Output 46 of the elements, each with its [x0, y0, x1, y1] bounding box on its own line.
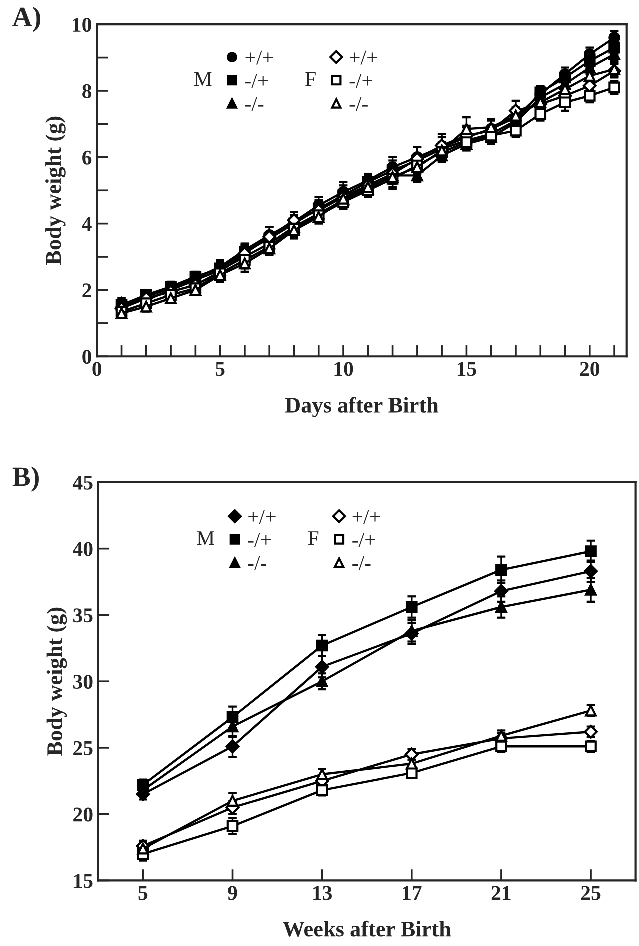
annotation: F: [306, 72, 316, 86]
y-tick-label: 25: [74, 741, 93, 756]
legend-label: -/-: [246, 97, 264, 112]
y-tick-label: 0: [82, 350, 92, 364]
x-tick-label: 5: [216, 362, 225, 376]
chart-title: B): [12, 466, 39, 492]
x-tick-label: 13: [314, 886, 332, 900]
legend-label: -/+: [246, 74, 268, 88]
x-tick-label: 17: [403, 886, 422, 900]
x-tick-label: 9: [228, 886, 238, 900]
chart-title: A): [12, 6, 40, 32]
y-tick-label: 2: [82, 284, 92, 298]
y-tick-label: 8: [82, 84, 92, 98]
x-tick-label: 0: [92, 362, 102, 376]
y-tick-label: 45: [73, 476, 93, 490]
y-tick-label: 20: [74, 808, 93, 822]
y-tick-label: 40: [73, 542, 93, 556]
annotation: F: [308, 532, 319, 546]
y-axis-title: Body weight (g): [46, 608, 68, 756]
x-tick-label: 20: [580, 362, 600, 376]
legend-label: +/+: [352, 510, 380, 524]
x-tick-label: 10: [334, 362, 354, 376]
legend-label: +/+: [248, 510, 276, 524]
legend-label: +/+: [246, 50, 274, 65]
y-tick-label: 10: [73, 18, 92, 32]
legend-label: +/+: [350, 50, 378, 65]
x-axis-title: Days after Birth: [285, 397, 439, 418]
x-axis-title: Weeks after Birth: [283, 920, 452, 937]
legend-label: -/-: [350, 97, 368, 112]
x-tick-label: 25: [581, 886, 601, 900]
x-tick-label: 21: [492, 886, 511, 900]
y-tick-label: 4: [82, 217, 92, 232]
x-tick-label: 15: [458, 362, 476, 376]
legend-label: -/+: [350, 74, 372, 88]
legend-label: -/+: [248, 533, 272, 548]
x-tick-label: 5: [138, 886, 148, 900]
y-tick-label: 30: [73, 674, 93, 690]
legend-label: -/-: [248, 556, 266, 570]
annotation: M: [194, 72, 212, 86]
annotation: M: [197, 532, 214, 546]
y-tick-label: 6: [82, 150, 92, 165]
y-tick-label: 35: [73, 608, 93, 623]
legend-label: -/+: [352, 533, 376, 548]
legend-label: -/-: [352, 556, 371, 570]
y-tick-label: 15: [74, 874, 93, 888]
y-axis-title: Body weight (g): [46, 116, 66, 265]
